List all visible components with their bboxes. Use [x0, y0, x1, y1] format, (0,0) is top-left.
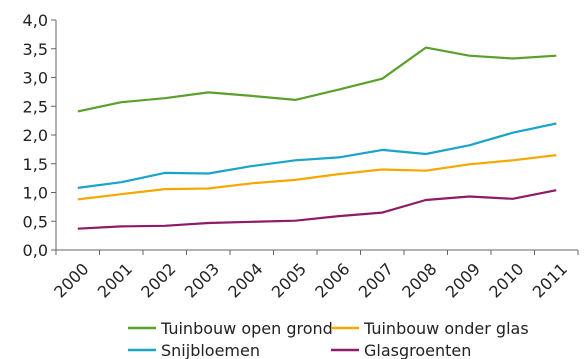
y-tick-label: 2,5 — [23, 97, 48, 116]
y-tick-label: 0,0 — [23, 241, 48, 260]
y-tick-label: 3,0 — [23, 69, 48, 88]
x-tick-label: 2008 — [398, 259, 440, 301]
y-tick-label: 3,5 — [23, 40, 48, 59]
x-axis-ticks: 2000 2001 2002 2003 2004 2005 2006 2007 2008 2009… — [50, 250, 579, 302]
x-tick-label: 2005 — [268, 259, 310, 301]
series-line-glasgroenten — [77, 189, 557, 230]
x-tick-label: 2004 — [224, 259, 266, 301]
series-line-snijbloemen — [77, 122, 557, 189]
x-tick-label: 2007 — [355, 259, 397, 301]
legend-label: Snijbloemen — [161, 341, 260, 359]
y-tick-label: 4,0 — [23, 11, 48, 30]
y-tick-label: 1,0 — [23, 184, 48, 203]
x-tick-label: 2001 — [94, 259, 136, 301]
legend-label: Tuinbouw onder glas — [363, 319, 529, 338]
legend-label: Tuinbouw open grond — [160, 319, 333, 338]
y-axis-ticks: 0,0 0,5 1,0 1,5 2,0 2,5 3,0 3,5 4,0 — [23, 11, 56, 260]
legend-label: Glasgroenten — [364, 341, 471, 359]
y-tick-label: 2,0 — [23, 126, 48, 145]
x-tick-label: 2009 — [442, 259, 484, 301]
series-line-tuinbouw-onder-glas — [77, 154, 557, 201]
x-tick-label: 2006 — [311, 259, 353, 301]
x-tick-label: 2010 — [485, 259, 527, 301]
y-tick-label: 0,5 — [23, 212, 48, 231]
x-tick-label: 2000 — [50, 259, 92, 301]
x-tick-label: 2003 — [181, 259, 223, 301]
legend: Tuinbouw open grond Tuinbouw onder glas Sn… — [128, 319, 529, 359]
x-tick-label: 2002 — [137, 259, 179, 301]
y-tick-label: 1,5 — [23, 155, 48, 174]
series-line-tuinbouw-open-grond — [77, 46, 557, 113]
series-lines — [77, 46, 557, 230]
x-tick-label: 2011 — [529, 259, 571, 301]
axes — [55, 20, 578, 251]
